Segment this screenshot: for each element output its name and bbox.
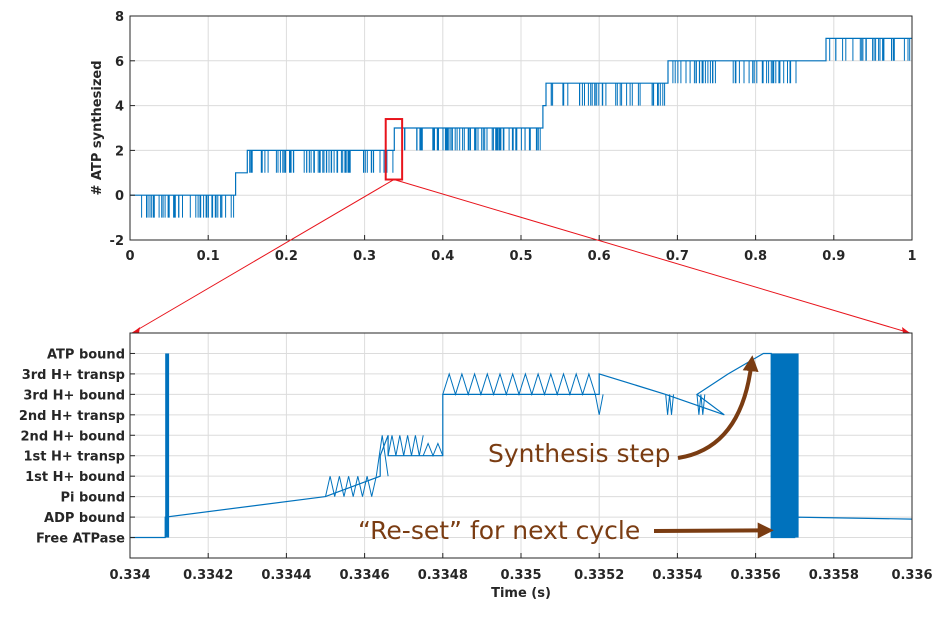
- bottom-y-tick-label: 3rd H+ bound: [23, 388, 125, 403]
- zoom-line-left: [131, 179, 395, 334]
- bottom-y-tick-label: 3rd H+ transp: [22, 368, 125, 383]
- bottom-x-tick-label: 0.3354: [652, 568, 702, 583]
- bottom-fluct-h2: [442, 372, 596, 397]
- top-series-line: [130, 37, 912, 196]
- bottom-fluct-h3: [665, 394, 674, 415]
- bottom-x-tick-label: 0.3342: [183, 568, 233, 583]
- top-series-fluctuations: [141, 195, 235, 218]
- bottom-x-tick-label: 0.3348: [418, 568, 468, 583]
- top-series-fluctuations: [550, 83, 666, 106]
- reset-arrow: [653, 522, 774, 539]
- bottom-y-tick-label: 2nd H+ bound: [21, 429, 125, 444]
- top-x-tick-label: 0.9: [822, 249, 845, 264]
- top-x-ticks: 0 0.1 0.2 0.3 0.4 0.5 0.6 0.7 0.8 0.9 1: [125, 235, 917, 264]
- bottom-y-ticks: Free ATPase ADP bound Pi bound 1st H+ bound…: [19, 347, 135, 547]
- top-series-fluctuations: [829, 38, 911, 61]
- top-x-tick-label: 0: [125, 249, 134, 264]
- top-y-tick-label: 2: [115, 144, 124, 159]
- top-x-tick-label: 0.3: [353, 249, 376, 264]
- bottom-x-tick-label: 0.334: [109, 568, 150, 583]
- top-y-tick-label: 6: [115, 55, 124, 70]
- top-x-tick-label: 1: [907, 249, 916, 264]
- bottom-chart: 0.334 0.3342 0.3344 0.3346 0.3348 0.335 0.3352…: [19, 332, 933, 601]
- synthesis-step-arrow: [677, 355, 759, 460]
- reset-annotation: “Re-set” for next cycle: [358, 516, 640, 545]
- zoom-connector: [131, 179, 911, 334]
- bottom-x-tick-label: 0.3346: [340, 568, 390, 583]
- bottom-x-tick-label: 0.3344: [261, 568, 311, 583]
- bottom-dense-block: [165, 353, 170, 538]
- top-x-tick-label: 0.1: [197, 249, 220, 264]
- bottom-x-tick-label: 0.3358: [809, 568, 859, 583]
- bottom-y-tick-label: 1st H+ transp: [23, 450, 125, 465]
- top-x-tick-label: 0.7: [666, 249, 689, 264]
- bottom-y-tick-label: 2nd H+ transp: [19, 409, 125, 424]
- top-y-tick-label: 8: [115, 10, 124, 25]
- top-x-tick-label: 0.4: [431, 249, 454, 264]
- top-series-fluctuations: [672, 60, 797, 84]
- bottom-fluct-spike1: [375, 435, 389, 477]
- top-x-tick-label: 0.2: [275, 249, 298, 264]
- bottom-y-tick-label: Pi bound: [60, 491, 125, 506]
- bottom-y-tick-label: ATP bound: [47, 347, 125, 362]
- bottom-x-tick-label: 0.3356: [731, 568, 781, 583]
- bottom-x-ticks: 0.334 0.3342 0.3344 0.3346 0.3348 0.335 0.3352…: [109, 553, 933, 583]
- zoom-line-right: [393, 179, 911, 334]
- bottom-y-tick-label: 1st H+ bound: [25, 470, 125, 485]
- bottom-fluct-h1b: [422, 442, 444, 458]
- top-x-tick-label: 0.5: [509, 249, 532, 264]
- bottom-x-axis-label: Time (s): [491, 586, 551, 601]
- bottom-series-line: [130, 352, 913, 539]
- bottom-x-tick-label: 0.335: [500, 568, 541, 583]
- bottom-fluct-h3b: [696, 394, 706, 415]
- bottom-fluct-h1: [387, 435, 424, 456]
- bottom-y-tick-label: Free ATPase: [36, 532, 125, 547]
- top-x-tick-label: 0.8: [744, 249, 767, 264]
- bottom-fluct-pi: [325, 476, 377, 497]
- top-x-tick-label: 0.6: [588, 249, 611, 264]
- top-series: [130, 37, 912, 218]
- top-y-tick-label: -2: [110, 234, 124, 249]
- zoom-arrowhead-left: [132, 327, 140, 333]
- bottom-dense-block: [771, 353, 799, 538]
- annotations: Synthesis step “Re-set” for next cycle: [358, 355, 774, 545]
- bottom-x-tick-label: 0.3352: [574, 568, 624, 583]
- top-y-axis-label: # ATP synthesized: [90, 60, 105, 195]
- bottom-x-tick-label: 0.336: [891, 568, 932, 583]
- top-y-tick-label: 4: [115, 100, 124, 115]
- zoom-arrowhead-right: [902, 327, 910, 333]
- top-y-tick-label: 0: [115, 189, 124, 204]
- top-y-ticks: -2 0 2 4 6 8: [110, 10, 135, 249]
- bottom-series: [130, 352, 913, 539]
- bottom-fluct-h2b: [594, 394, 604, 415]
- top-series-fluctuations: [404, 128, 541, 151]
- bottom-y-tick-label: ADP bound: [44, 511, 125, 526]
- synthesis-step-annotation: Synthesis step: [488, 439, 671, 468]
